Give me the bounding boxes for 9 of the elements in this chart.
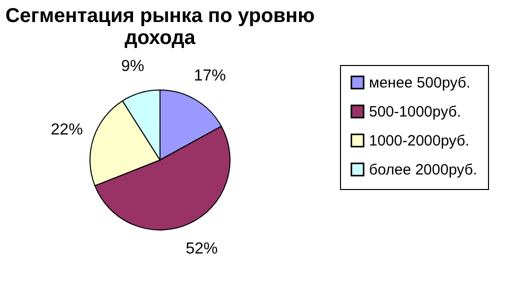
legend-label: 500-1000руб. [369,104,461,120]
data-label: 22% [50,122,83,139]
legend-label: 1000-2000руб. [369,132,470,150]
data-label: 9% [121,58,144,75]
data-label: 52% [186,240,218,258]
legend-label: менее 500руб. [369,74,470,92]
chart-title: Сегментация рынка по уровню дохода [5,4,315,49]
data-label: 17% [194,68,226,85]
legend-label: более 2000руб. [369,162,478,178]
